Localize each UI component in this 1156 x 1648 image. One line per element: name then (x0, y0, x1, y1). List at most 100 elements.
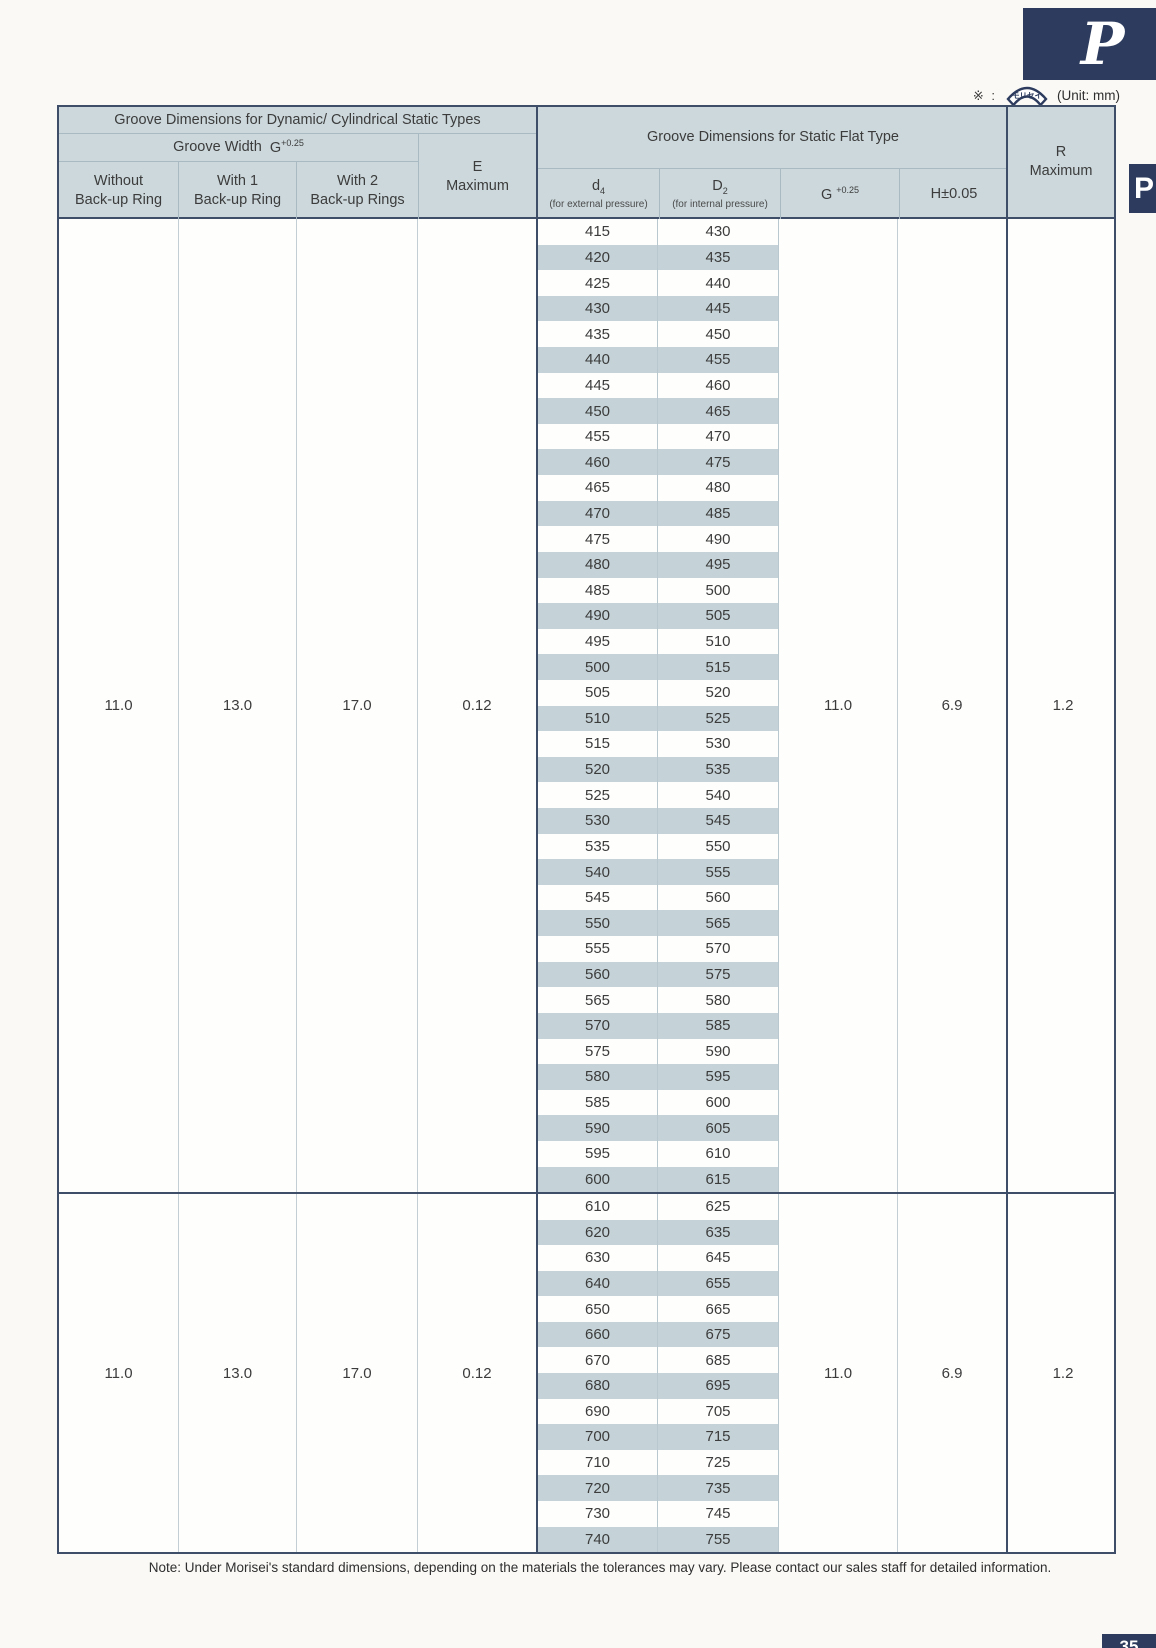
table-row: 680 695 (538, 1373, 778, 1399)
table-row: 415 430 (538, 219, 778, 245)
d4-value: 710 (538, 1449, 658, 1476)
D2-value: 605 (705, 1119, 731, 1137)
groove-width-header: Groove Width G+0.25 (59, 134, 418, 162)
d4-value: 535 (538, 833, 658, 860)
D2-value: 435 (705, 248, 731, 266)
d4-value: 720 (538, 1475, 658, 1501)
groove-width-symbol: G+0.25 (269, 138, 304, 156)
D2-value: 550 (705, 837, 731, 855)
d4-value: 465 (538, 475, 658, 501)
groove-width-label: Groove Width (173, 139, 262, 156)
d4-value: 585 (538, 1089, 658, 1116)
D2-value: 530 (705, 735, 731, 753)
without-backup-value: 11.0 (59, 219, 179, 1192)
side-tab-letter: P (1134, 171, 1155, 205)
D2-value: 555 (705, 863, 731, 881)
D2-value: 490 (705, 530, 731, 548)
table-footnote: Note: Under Morisei's standard dimension… (148, 1560, 1052, 1575)
table-row: 480 495 (538, 551, 778, 578)
table-row: 740 755 (538, 1526, 778, 1553)
morisei-logo-icon: モリセイ (1004, 84, 1050, 107)
table-row: 600 615 (538, 1166, 778, 1193)
d4-value: 485 (538, 577, 658, 604)
asterisk-label: ※ : (972, 87, 997, 103)
D2-value: 585 (705, 1017, 731, 1035)
groove-dimensions-table: Groove Dimensions for Dynamic/ Cylindric… (57, 105, 1116, 1554)
rows-block-2: 610 625 620 635 630 645 640 655 650 665 660 675 670 6… (536, 1194, 779, 1553)
table-row: 570 585 (538, 1012, 778, 1039)
table-row: 690 705 (538, 1398, 778, 1425)
table-row: 580 595 (538, 1064, 778, 1090)
D2-value: 505 (705, 607, 731, 625)
svg-text:モリセイ: モリセイ (1012, 91, 1042, 100)
without-backup-header: Without Back-up Ring (59, 162, 179, 219)
side-tab: P (1129, 164, 1156, 213)
table-row: 700 715 (538, 1424, 778, 1450)
D2-value: 565 (705, 914, 731, 932)
h-column-header: H±0.05 (930, 185, 978, 202)
D2-value: 545 (705, 812, 731, 830)
dynamic-group-title: Groove Dimensions for Dynamic/ Cylindric… (59, 107, 536, 134)
D2-value: 570 (705, 940, 731, 958)
table-row: 540 555 (538, 859, 778, 885)
d4-value: 650 (538, 1296, 658, 1322)
g-column-header: G +0.25 (781, 169, 900, 219)
d4-value: 660 (538, 1321, 658, 1348)
D2-value: 675 (705, 1326, 731, 1344)
d4-value: 640 (538, 1270, 658, 1297)
table-row: 575 590 (538, 1038, 778, 1065)
table-row: 595 610 (538, 1140, 778, 1167)
d4-value: 595 (538, 1140, 658, 1167)
table-row: 535 550 (538, 833, 778, 860)
table-row: 520 535 (538, 756, 778, 783)
table-row: 560 575 (538, 961, 778, 988)
table-row: 490 505 (538, 603, 778, 629)
D2-value: 655 (705, 1275, 731, 1293)
table-block-1: 11.0 13.0 17.0 0.12 415 430 420 435 425 440 43… (59, 219, 1114, 1194)
d4-value: 505 (538, 679, 658, 706)
static-flat-group-title: Groove Dimensions for Static Flat Type (538, 107, 1008, 169)
table-row: 505 520 (538, 679, 778, 706)
with2-backup-header: With 2 Back-up Rings (310, 173, 405, 208)
section-letter: P (1080, 10, 1125, 78)
D2-value: 610 (705, 1145, 731, 1163)
D2-note: (for internal pressure) (672, 198, 768, 210)
D2-value: 615 (705, 1170, 731, 1188)
d4-value: 565 (538, 987, 658, 1013)
d4-value: 420 (538, 244, 658, 271)
D2-value: 645 (705, 1249, 731, 1267)
d4-value: 620 (538, 1219, 658, 1246)
D2-value: 685 (705, 1351, 731, 1369)
D2-value: 635 (705, 1223, 731, 1241)
table-row: 730 745 (538, 1500, 778, 1527)
d4-value: 680 (538, 1373, 658, 1399)
D2-value: 715 (705, 1428, 731, 1446)
table-row: 545 560 (538, 884, 778, 911)
D2-value: 695 (705, 1377, 731, 1395)
table-row: 640 655 (538, 1270, 778, 1297)
table-row: 465 480 (538, 475, 778, 501)
d4-value: 460 (538, 449, 658, 476)
d4-value: 525 (538, 782, 658, 809)
D2-value: 500 (705, 581, 731, 599)
table-row: 710 725 (538, 1449, 778, 1476)
unit-label: (Unit: mm) (1057, 88, 1120, 103)
d4-value: 580 (538, 1064, 658, 1090)
unit-note: ※ : モリセイ (Unit: mm) (973, 84, 1120, 107)
D2-value: 580 (705, 991, 731, 1009)
header-static-flat-group: Groove Dimensions for Static Flat Type d… (536, 107, 1008, 219)
table-row: 555 570 (538, 936, 778, 962)
table-row: 630 645 (538, 1245, 778, 1271)
d4-value: 560 (538, 961, 658, 988)
d4-value: 550 (538, 910, 658, 937)
table-row: 620 635 (538, 1219, 778, 1246)
section-banner: P (1023, 8, 1156, 80)
table-row: 720 735 (538, 1475, 778, 1501)
table-row: 445 460 (538, 372, 778, 399)
table-row: 660 675 (538, 1321, 778, 1348)
g-flat-value: 11.0 (779, 1194, 898, 1552)
table-row: 525 540 (538, 782, 778, 809)
with2-backup-value: 17.0 (297, 219, 418, 1192)
table-row: 440 455 (538, 347, 778, 373)
